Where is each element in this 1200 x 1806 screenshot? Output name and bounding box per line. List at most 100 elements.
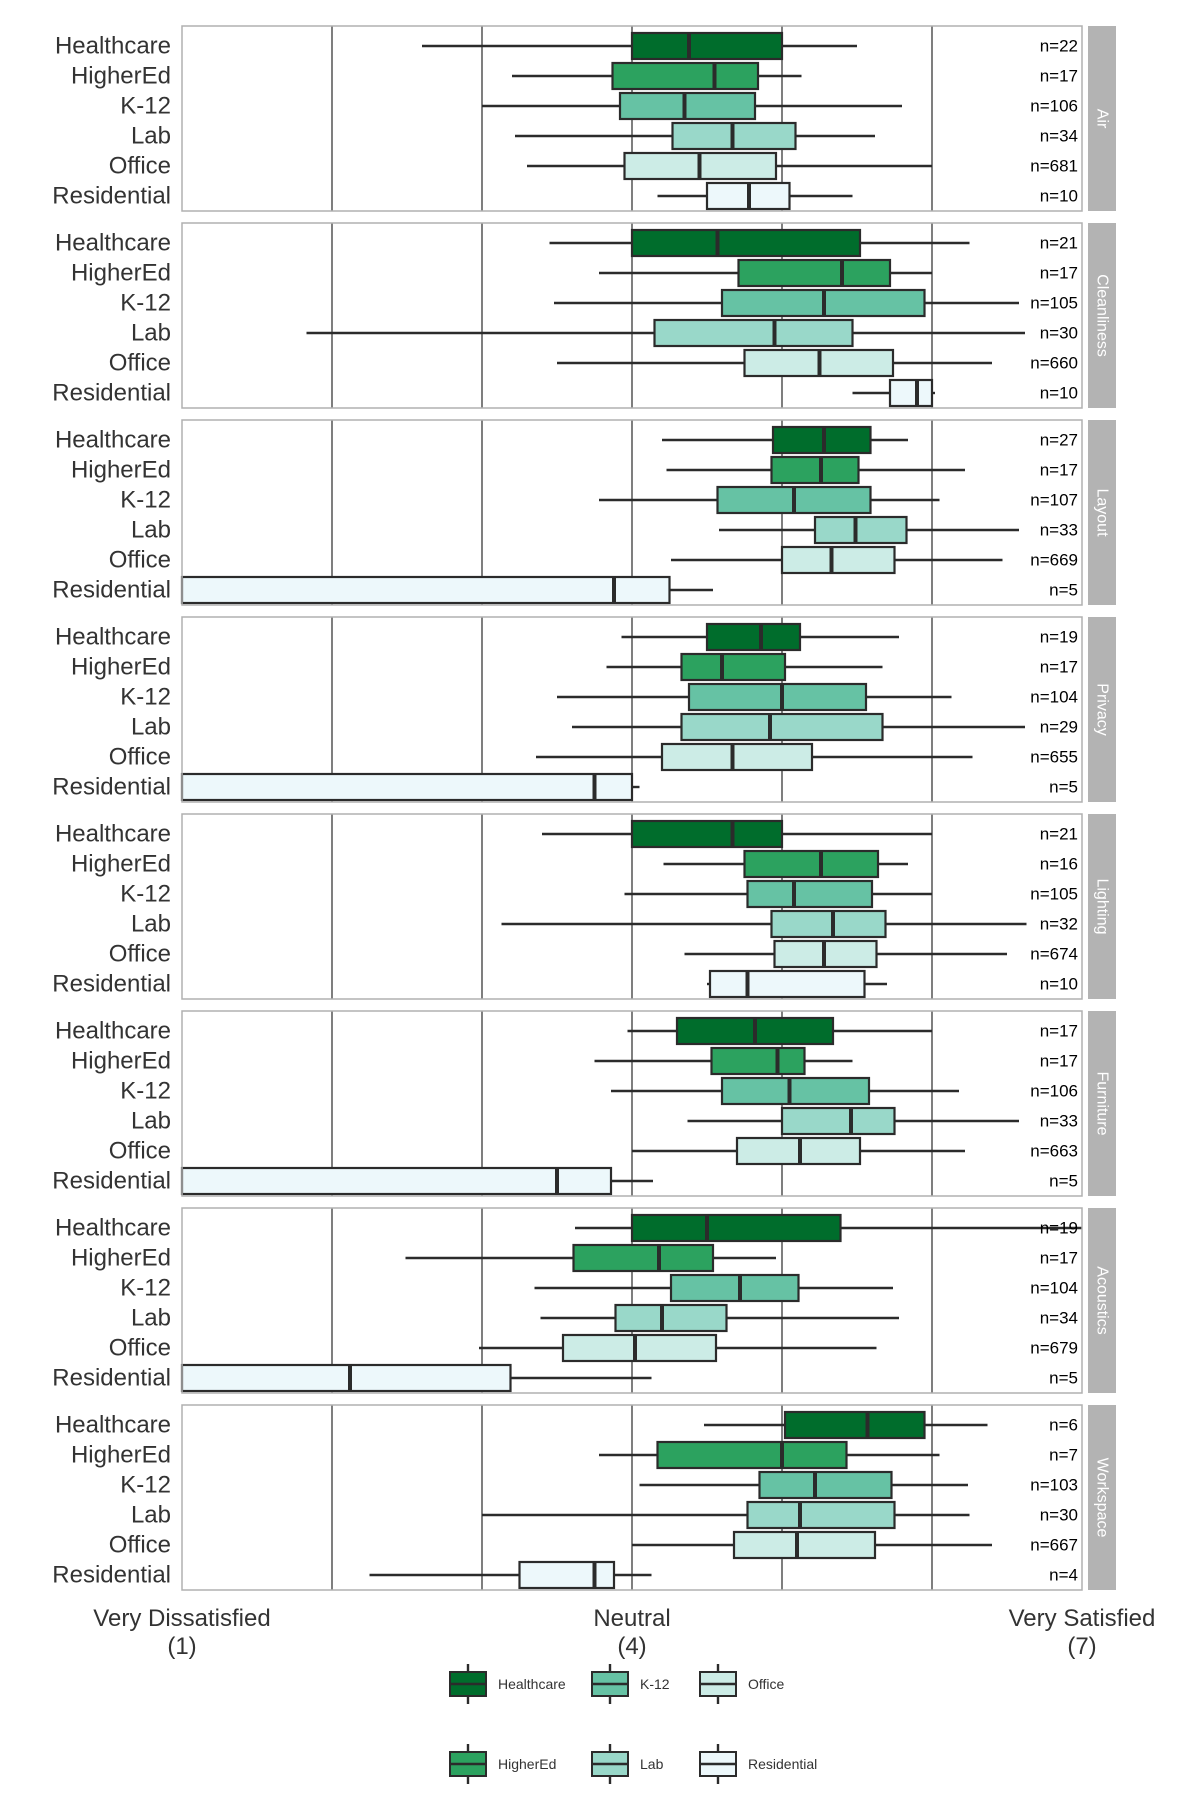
category-label: Lab: [131, 1305, 171, 1332]
box-row-office: Office n=679: [109, 1333, 1078, 1363]
box-iqr: [680, 652, 787, 682]
category-label: K-12: [120, 1472, 171, 1499]
box-row-lab: Lab n=29: [131, 712, 1078, 742]
box-iqr: [180, 772, 634, 802]
box-row-healthcare: Healthcare n=6: [55, 1410, 1078, 1440]
panel-border: [181, 222, 1083, 409]
n-count-label: n=5: [1049, 1172, 1078, 1191]
box-row-office: Office n=660: [109, 348, 1078, 378]
category-label: Healthcare: [55, 230, 171, 257]
panel-border: [181, 1404, 1083, 1591]
box-iqr: [572, 1243, 715, 1273]
n-count-label: n=669: [1030, 551, 1078, 570]
box-row-office: Office n=667: [109, 1530, 1078, 1560]
n-count-label: n=5: [1049, 581, 1078, 600]
n-count-label: n=17: [1040, 461, 1078, 480]
panel-border: [181, 1010, 1083, 1197]
n-count-label: n=10: [1040, 975, 1078, 994]
category-label: Healthcare: [55, 1215, 171, 1242]
box-iqr: [614, 1303, 728, 1333]
panel-border: [181, 25, 1083, 212]
box-iqr: [687, 682, 868, 712]
box-row-k-12: K-12 n=107: [120, 485, 1078, 515]
box-row-k-12: K-12 n=103: [120, 1470, 1078, 1500]
n-count-label: n=22: [1040, 37, 1078, 56]
box-row-healthcare: Healthcare n=21: [55, 228, 1078, 258]
panel-border: [181, 813, 1083, 1000]
legend-entry-residential: Residential: [699, 1744, 817, 1784]
category-label: Residential: [52, 774, 171, 801]
box-row-highered: HigherEd n=16: [71, 849, 1078, 879]
category-label: HigherEd: [71, 457, 171, 484]
legend-label: Office: [748, 1676, 785, 1692]
facet-strip-label: Air: [1094, 109, 1111, 129]
n-count-label: n=34: [1040, 1309, 1078, 1328]
box-iqr: [518, 1560, 616, 1590]
n-count-label: n=679: [1030, 1339, 1078, 1358]
box-iqr: [780, 545, 896, 575]
box-row-office: Office n=663: [109, 1136, 1078, 1166]
category-label: Residential: [52, 577, 171, 604]
n-count-label: n=17: [1040, 67, 1078, 86]
box-iqr: [780, 1106, 896, 1136]
category-label: Office: [109, 153, 171, 180]
n-count-label: n=667: [1030, 1536, 1078, 1555]
category-label: K-12: [120, 1078, 171, 1105]
n-count-label: n=19: [1040, 1219, 1078, 1238]
panel-border: [181, 419, 1083, 606]
facet-panel-lighting: Lighting Healthcare n=21 HigherEd n=16 K-12 n=…: [52, 813, 1116, 1000]
x-tick-label: Very Satisfied: [1009, 1605, 1156, 1632]
n-count-label: n=655: [1030, 748, 1078, 767]
box-row-highered: HigherEd n=7: [71, 1440, 1078, 1470]
box-iqr: [746, 1500, 896, 1530]
category-label: K-12: [120, 1275, 171, 1302]
category-label: K-12: [120, 881, 171, 908]
box-row-healthcare: Healthcare n=17: [55, 1016, 1078, 1046]
facet-panel-workspace: Workspace Healthcare n=6 HigherEd n=7 K-12 n=1…: [52, 1404, 1116, 1591]
box-iqr: [737, 258, 892, 288]
box-iqr: [746, 879, 874, 909]
box-row-lab: Lab n=33: [131, 1106, 1078, 1136]
category-label: Healthcare: [55, 427, 171, 454]
box-iqr: [630, 1213, 842, 1243]
box-row-highered: HigherEd n=17: [71, 652, 1078, 682]
n-count-label: n=17: [1040, 658, 1078, 677]
legend-entry-lab: Lab: [591, 1744, 664, 1784]
n-count-label: n=30: [1040, 324, 1078, 343]
n-count-label: n=105: [1030, 885, 1078, 904]
category-label: K-12: [120, 93, 171, 120]
legend-label: K-12: [640, 1676, 670, 1692]
box-iqr: [720, 1076, 871, 1106]
box-row-k-12: K-12 n=104: [120, 682, 1078, 712]
box-row-healthcare: Healthcare n=22: [55, 31, 1078, 61]
box-row-residential: Residential n=5: [52, 772, 1078, 802]
facet-strip-label: Furniture: [1094, 1071, 1111, 1135]
box-row-lab: Lab n=30: [131, 1500, 1078, 1530]
category-label: HigherEd: [71, 260, 171, 287]
facet-strip-label: Acoustics: [1094, 1266, 1111, 1334]
box-row-office: Office n=674: [109, 939, 1078, 969]
box-iqr: [660, 742, 814, 772]
legend-label: Lab: [640, 1756, 664, 1772]
box-iqr: [630, 228, 862, 258]
box-row-residential: Residential n=10: [52, 378, 1078, 408]
n-count-label: n=21: [1040, 234, 1078, 253]
x-tick-label: Very Dissatisfied: [93, 1605, 270, 1632]
box-row-healthcare: Healthcare n=19: [55, 622, 1078, 652]
category-label: Office: [109, 744, 171, 771]
n-count-label: n=17: [1040, 264, 1078, 283]
facet-panel-privacy: Privacy Healthcare n=19 HigherEd n=17 K-12 n=1…: [52, 616, 1116, 803]
category-label: Office: [109, 941, 171, 968]
box-iqr: [732, 1530, 877, 1560]
facet-strip: [1088, 1208, 1116, 1393]
box-row-healthcare: Healthcare n=21: [55, 819, 1078, 849]
box-row-residential: Residential n=10: [52, 181, 1078, 211]
n-count-label: n=106: [1030, 97, 1078, 116]
n-count-label: n=17: [1040, 1022, 1078, 1041]
facet-strip-label: Cleanliness: [1094, 274, 1111, 357]
facet-panel-air: Air Healthcare n=22 HigherEd n=17 K-12 n=106 La…: [52, 25, 1116, 212]
box-iqr: [653, 318, 854, 348]
box-iqr: [561, 1333, 718, 1363]
category-label: Office: [109, 1532, 171, 1559]
